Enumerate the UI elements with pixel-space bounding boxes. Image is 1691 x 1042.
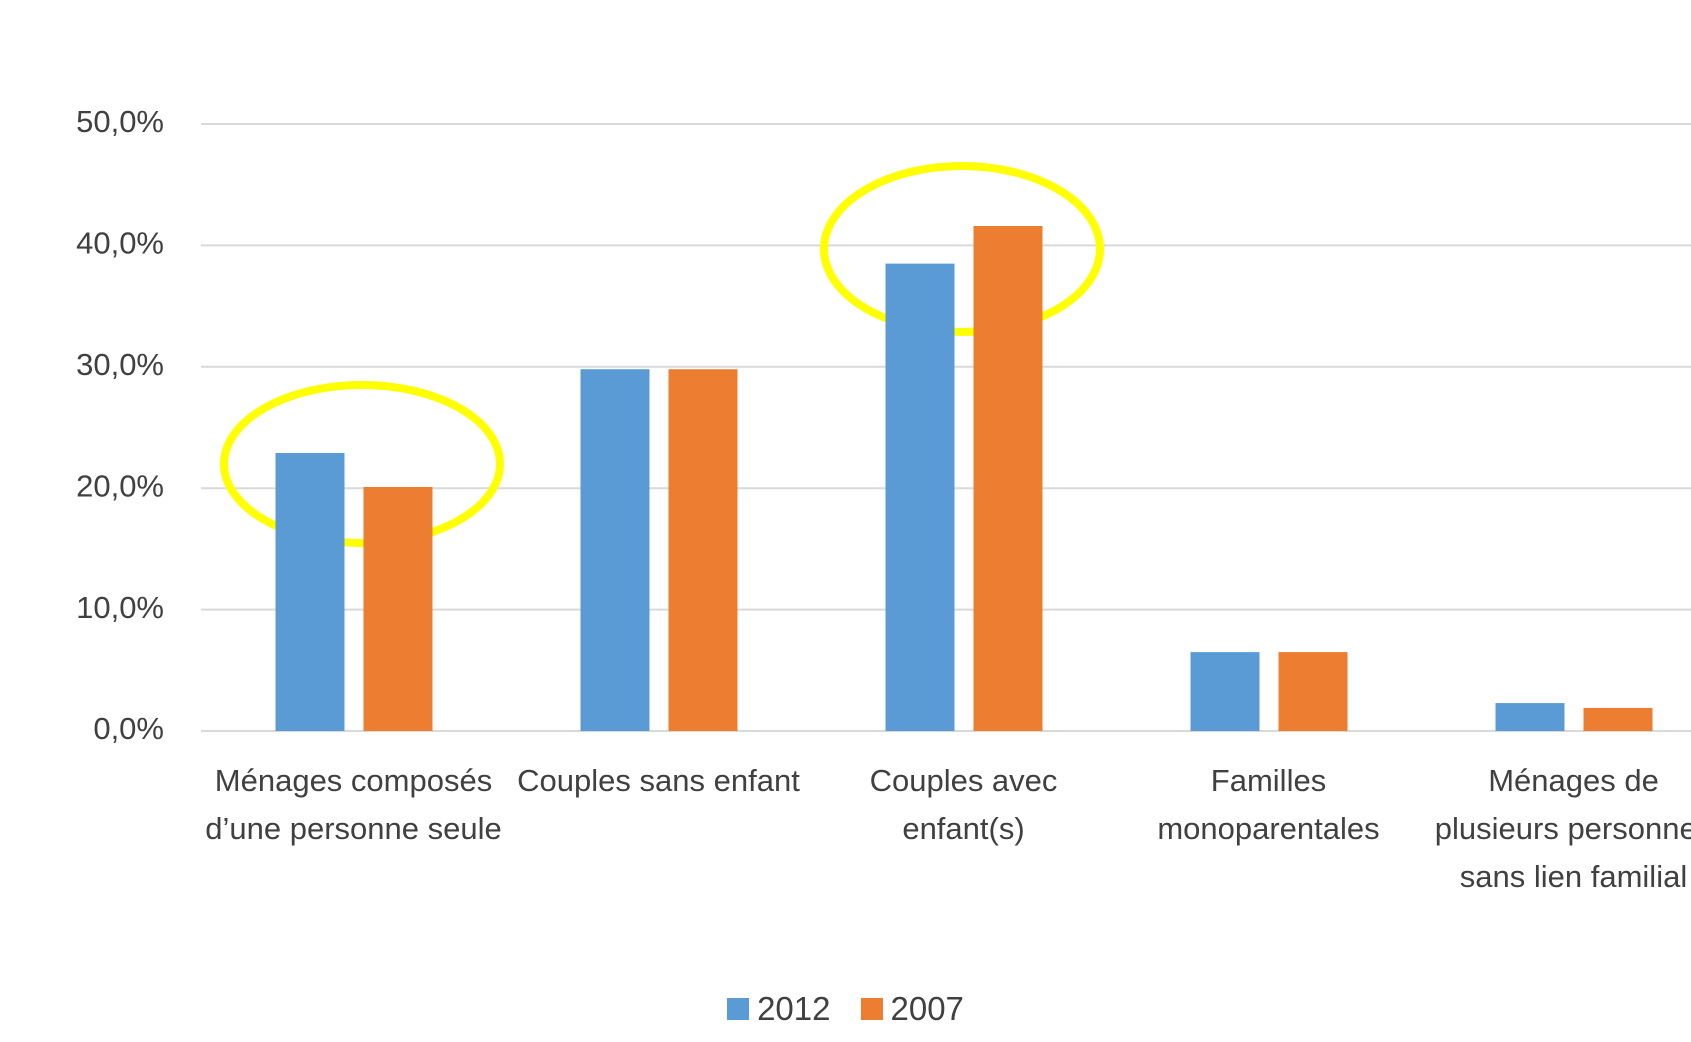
y-tick-label: 0,0% [93, 711, 164, 746]
y-tick-label: 50,0% [76, 104, 164, 139]
legend-swatch [727, 998, 750, 1020]
highlight-ellipse [820, 162, 1104, 336]
bar [973, 225, 1043, 731]
bar [580, 369, 650, 731]
x-tick-label: Familles monoparentales [1157, 763, 1380, 846]
legend-label: 2012 [757, 990, 831, 1027]
y-tick-label: 10,0% [76, 590, 164, 625]
bar [885, 263, 955, 731]
x-tick-label: Ménages composés d’une personne seule [205, 763, 502, 846]
bar [1495, 703, 1565, 731]
x-tick-label: Couples avec enfant(s) [869, 763, 1058, 846]
legend-item: 2012 [727, 990, 831, 1028]
legend-item: 2007 [860, 990, 964, 1028]
y-tick-label: 20,0% [76, 468, 164, 503]
bar [1190, 652, 1260, 731]
bar [668, 369, 738, 731]
x-tick-label: Couples sans enfant [517, 763, 800, 798]
bar [1278, 652, 1348, 731]
legend-swatch [860, 998, 883, 1020]
highlight-ellipse [220, 381, 504, 547]
bar [363, 486, 433, 731]
bar [1583, 707, 1653, 731]
x-tick-label: Ménages de plusieurs personnes sans lien… [1434, 763, 1691, 894]
legend: 2012 2007 [0, 990, 1691, 1028]
legend-label: 2007 [890, 990, 964, 1027]
bar [275, 452, 345, 731]
y-tick-label: 30,0% [76, 347, 164, 382]
y-tick-label: 40,0% [76, 226, 164, 261]
